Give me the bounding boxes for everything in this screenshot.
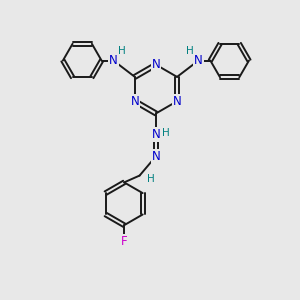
- Text: N: N: [152, 58, 160, 71]
- Text: H: H: [147, 174, 155, 184]
- Text: N: N: [173, 95, 182, 108]
- Text: H: H: [118, 46, 126, 56]
- Text: N: N: [109, 54, 118, 67]
- Text: F: F: [121, 235, 128, 248]
- Text: N: N: [194, 54, 203, 67]
- Text: N: N: [152, 128, 160, 141]
- Text: N: N: [152, 150, 160, 163]
- Text: H: H: [162, 128, 169, 138]
- Text: H: H: [186, 46, 194, 56]
- Text: N: N: [130, 95, 139, 108]
